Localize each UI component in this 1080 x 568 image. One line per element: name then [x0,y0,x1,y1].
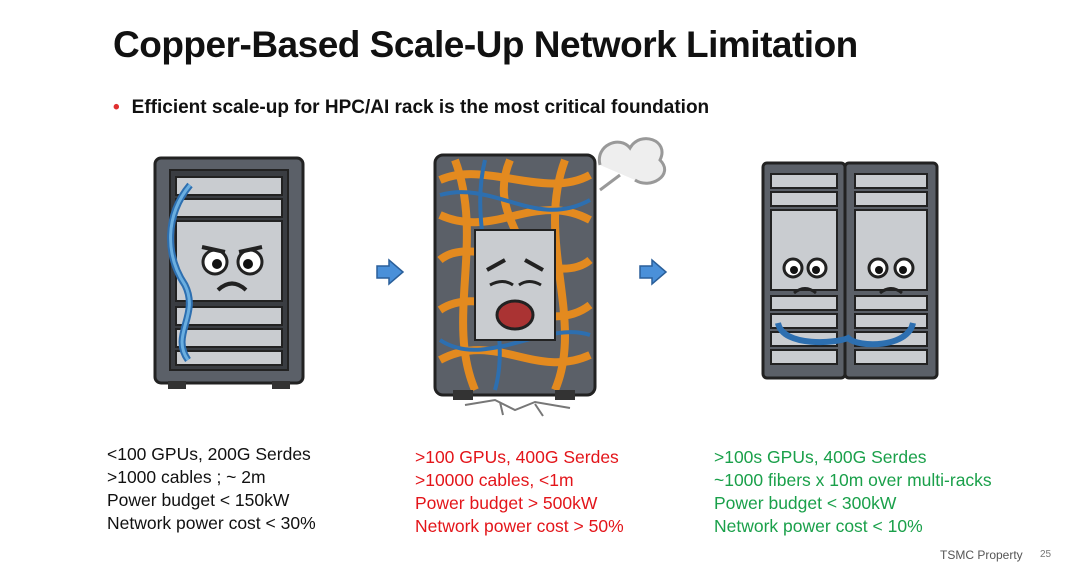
spec-line: >100 GPUs, 400G Serdes [415,447,619,467]
spec-line: ~1000 fibers x 10m over multi-racks [714,470,992,490]
arrow-right-icon [639,258,668,286]
footer-label: TSMC Property [940,548,1023,562]
page-number: 25 [1040,549,1052,560]
bullet-dot-icon: • [113,97,120,118]
spec-list-current: <100 GPUs, 200G Serdes >1000 cables ; ~ … [107,443,316,535]
spec-line: Power budget < 150kW [107,490,290,510]
spec-line: >100s GPUs, 400G Serdes [714,447,927,467]
bullet-text: Efficient scale-up for HPC/AI rack is th… [131,97,710,118]
spec-line: Network power cost < 10% [714,516,923,536]
arrow-right-icon [376,258,405,286]
multi-rack-fiber-icon [761,161,939,380]
spec-line: >10000 cables, <1m [415,470,574,490]
spec-line: >1000 cables ; ~ 2m [107,467,266,487]
spec-list-copper-scaled: >100 GPUs, 400G Serdes >10000 cables, <1… [415,446,624,538]
spec-line: <100 GPUs, 200G Serdes [107,444,311,464]
spec-list-optical: >100s GPUs, 400G Serdes ~1000 fibers x 1… [714,446,992,538]
overloaded-tangled-rack-icon [433,137,667,417]
spec-line: Power budget < 300kW [714,493,897,513]
spec-line: Power budget > 500kW [415,493,598,513]
spec-line: Network power cost < 30% [107,513,316,533]
slide-title: Copper-Based Scale-Up Network Limitation [113,24,858,65]
sad-single-rack-icon [153,156,305,389]
bullet-point: • Efficient scale-up for HPC/AI rack is t… [113,97,709,119]
spec-line: Network power cost > 50% [415,516,624,536]
